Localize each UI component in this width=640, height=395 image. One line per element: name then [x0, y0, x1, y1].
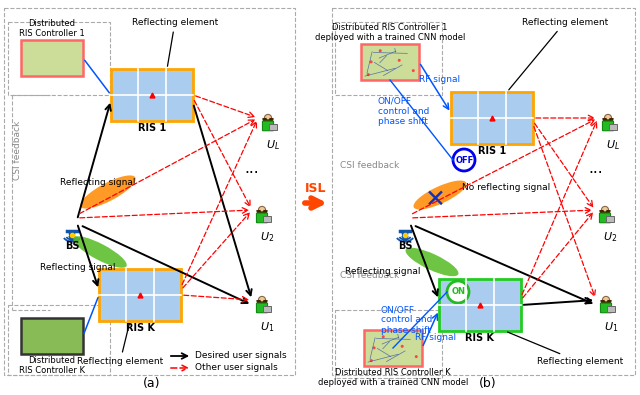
Ellipse shape [73, 236, 127, 268]
Circle shape [415, 355, 418, 358]
Text: $U_L$: $U_L$ [266, 138, 280, 152]
Text: ON/OFF
control and
phase shift: ON/OFF control and phase shift [381, 305, 433, 335]
Bar [439, 279, 521, 331]
FancyBboxPatch shape [600, 213, 611, 223]
Text: No reflecting signal: No reflecting signal [462, 182, 550, 192]
Text: Distributed
RIS Controller K: Distributed RIS Controller K [19, 356, 85, 375]
Text: ON/OFF
control and
phase shift: ON/OFF control and phase shift [378, 96, 429, 126]
Bar [335, 310, 442, 378]
Circle shape [397, 59, 401, 62]
Bar [8, 305, 110, 375]
Text: Reflecting signal: Reflecting signal [345, 267, 420, 276]
Text: Reflecting element: Reflecting element [509, 17, 608, 90]
Bar [99, 269, 181, 321]
Circle shape [447, 281, 469, 303]
Text: Reflecting signal: Reflecting signal [60, 177, 136, 186]
Text: CSI feedback: CSI feedback [13, 120, 22, 180]
FancyBboxPatch shape [262, 216, 271, 222]
Circle shape [401, 345, 404, 348]
Bar [21, 318, 83, 354]
Circle shape [602, 207, 609, 214]
FancyBboxPatch shape [262, 121, 273, 131]
Text: Distributed RIS Controller K
deployed with a trained CNN model: Distributed RIS Controller K deployed wi… [318, 368, 468, 387]
Text: OFF: OFF [456, 156, 474, 164]
Text: Reflecting element: Reflecting element [132, 17, 218, 66]
Text: Reflecting element: Reflecting element [508, 332, 623, 367]
Bar [21, 40, 83, 76]
FancyBboxPatch shape [602, 121, 614, 131]
Ellipse shape [413, 181, 467, 209]
Text: $U_2$: $U_2$ [603, 230, 617, 244]
Bar [8, 22, 110, 95]
Text: (a): (a) [143, 376, 161, 389]
Text: (b): (b) [479, 376, 497, 389]
Circle shape [370, 60, 372, 63]
Bar [364, 330, 422, 366]
Text: RF signal: RF signal [419, 75, 461, 83]
Circle shape [372, 346, 376, 349]
Text: Distributed
RIS Controller 1: Distributed RIS Controller 1 [19, 19, 85, 38]
FancyBboxPatch shape [269, 124, 276, 130]
Ellipse shape [80, 175, 136, 209]
Bar [451, 92, 533, 144]
Text: CSI feedback: CSI feedback [340, 271, 399, 280]
Text: Distributed RIS Controller 1
deployed with a trained CNN model: Distributed RIS Controller 1 deployed wi… [315, 23, 465, 42]
Text: $U_2$: $U_2$ [260, 230, 274, 244]
Circle shape [259, 296, 266, 304]
Text: Desired user signals: Desired user signals [195, 352, 287, 361]
Bar [335, 22, 442, 95]
FancyBboxPatch shape [609, 124, 617, 130]
FancyBboxPatch shape [262, 306, 271, 312]
Text: BS: BS [65, 241, 79, 251]
Text: ✕: ✕ [424, 188, 445, 212]
Text: $U_L$: $U_L$ [606, 138, 620, 152]
Text: $U_1$: $U_1$ [260, 320, 274, 334]
Text: RIS K: RIS K [465, 333, 495, 343]
Circle shape [412, 69, 415, 72]
Circle shape [602, 296, 609, 304]
Text: RIS K: RIS K [125, 323, 154, 333]
Polygon shape [69, 231, 75, 241]
Bar [111, 69, 193, 121]
Bar [4, 8, 295, 375]
Circle shape [367, 73, 370, 76]
FancyBboxPatch shape [600, 303, 612, 313]
Text: CSI feedback: CSI feedback [340, 160, 399, 169]
Polygon shape [402, 231, 408, 241]
Text: RIS 1: RIS 1 [478, 146, 506, 156]
Text: ...: ... [589, 160, 604, 175]
Text: Reflecting signal: Reflecting signal [40, 263, 115, 273]
Bar [332, 8, 635, 375]
FancyBboxPatch shape [257, 213, 268, 223]
Circle shape [379, 49, 381, 52]
Text: RIS 1: RIS 1 [138, 123, 166, 133]
Text: ON: ON [452, 288, 466, 297]
Bar [361, 44, 419, 80]
Circle shape [381, 335, 385, 338]
Circle shape [259, 207, 266, 214]
Ellipse shape [406, 248, 458, 276]
Text: ...: ... [244, 160, 259, 175]
Text: Other user signals: Other user signals [195, 363, 278, 372]
Circle shape [604, 115, 612, 122]
FancyBboxPatch shape [605, 216, 614, 222]
Text: $U_1$: $U_1$ [604, 320, 618, 334]
Text: ISL: ISL [305, 182, 327, 195]
Circle shape [264, 115, 271, 122]
Circle shape [370, 359, 372, 362]
FancyBboxPatch shape [607, 306, 615, 312]
FancyBboxPatch shape [257, 303, 268, 313]
Text: BS: BS [397, 241, 412, 251]
Circle shape [453, 149, 475, 171]
Text: Reflecting element: Reflecting element [77, 324, 163, 367]
Text: RF signal: RF signal [415, 333, 456, 342]
